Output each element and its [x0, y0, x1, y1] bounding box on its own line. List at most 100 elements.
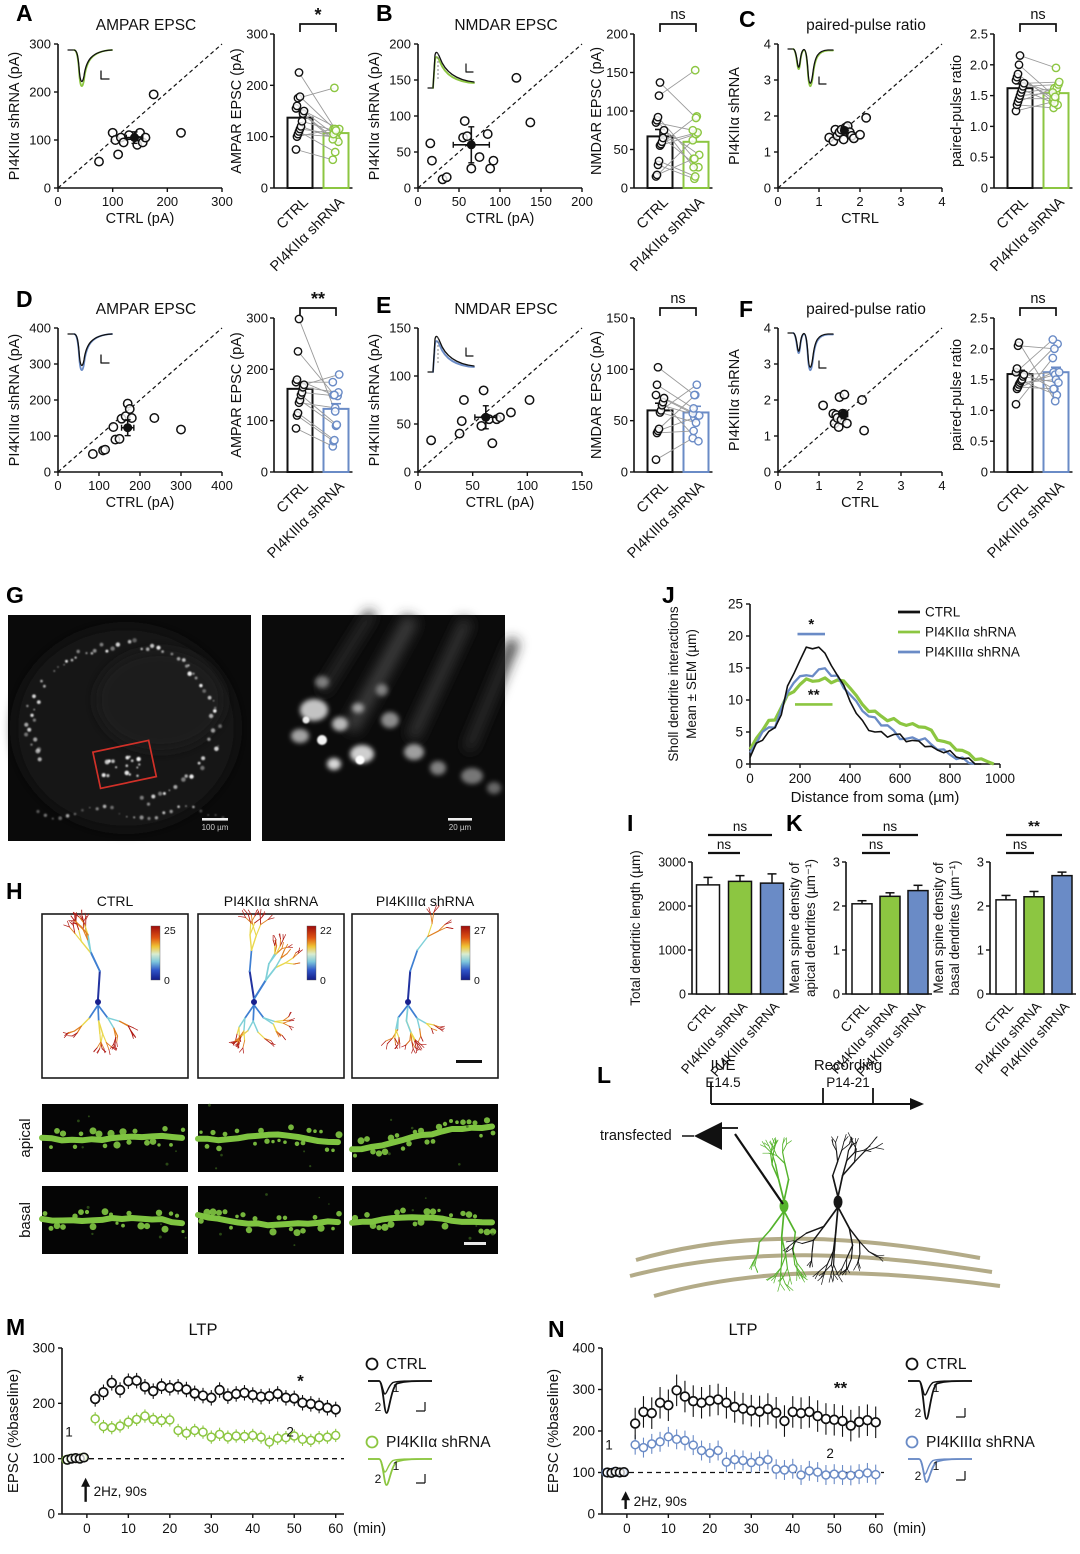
svg-text:50: 50	[827, 1521, 842, 1536]
svg-text:100: 100	[246, 129, 268, 144]
svg-text:paired-pulse ratio: paired-pulse ratio	[949, 55, 965, 167]
H-row-label-basal: basal	[17, 1202, 34, 1238]
J_sholl: 0 200 400 600 800 1000 0 5 10 15 20 25 Distance from…	[666, 597, 1020, 807]
H-dendrite-image-1-0	[39, 1186, 188, 1254]
svg-text:3: 3	[764, 73, 771, 88]
svg-text:200: 200	[572, 1424, 595, 1439]
svg-text:ns: ns	[717, 837, 732, 852]
svg-text:200: 200	[29, 85, 51, 100]
svg-text:2: 2	[856, 478, 863, 493]
svg-text:0: 0	[764, 465, 771, 480]
svg-text:0: 0	[981, 465, 988, 480]
svg-text:1: 1	[764, 429, 771, 444]
trace-inset	[787, 48, 834, 88]
svg-text:PI4KIIα shRNA: PI4KIIα shRNA	[386, 1434, 491, 1451]
panel-K-apical-chart: 0 1 2 3 Mean spine density of apical dendrite…	[786, 819, 946, 1088]
panel-N-letter: N	[548, 1316, 565, 1342]
M_ltp: LTP 0 100 200 300 0 10 20 30 40 50 60 (min) EPSC (%ba…	[5, 1321, 491, 1537]
H-tracings: CTRL 25 0 PI4KIIα shRNA 22 0 PI4KIIIα shRNA 27 0	[41, 893, 499, 1079]
svg-text:50: 50	[614, 413, 628, 428]
svg-text:2.5: 2.5	[970, 311, 988, 326]
svg-text:20: 20	[162, 1521, 177, 1536]
svg-text:200: 200	[32, 1396, 55, 1411]
svg-text:*: *	[808, 616, 814, 633]
svg-text:basal dendrites (µm⁻¹): basal dendrites (µm⁻¹)	[947, 861, 962, 996]
svg-text:LTP: LTP	[728, 1321, 757, 1339]
K_basal: 0 1 2 3 Mean spine density of basal dendrites…	[931, 818, 1076, 1079]
svg-text:3: 3	[764, 357, 771, 372]
G-right-scale-label: 20 µm	[449, 823, 472, 832]
svg-text:0: 0	[764, 181, 771, 196]
svg-text:CTRL: CTRL	[926, 1356, 967, 1373]
svg-text:2: 2	[826, 1446, 834, 1461]
svg-text:ns: ns	[670, 7, 685, 23]
svg-text:10: 10	[728, 693, 743, 708]
svg-text:0: 0	[44, 465, 51, 480]
svg-text:400: 400	[839, 771, 862, 786]
legend-trace-ctrl: 12	[908, 1380, 973, 1420]
svg-text:0.5: 0.5	[970, 434, 988, 449]
panel-I-bar-chart: 0 1000 2000 3000 Total dendritic length (µm)…	[624, 819, 814, 1088]
svg-text:3000: 3000	[658, 856, 686, 870]
H-dendrite-scalebar	[464, 1242, 486, 1245]
svg-text:2: 2	[764, 393, 771, 408]
G-left-scale-label: 100 µm	[202, 823, 229, 832]
svg-text:150: 150	[571, 478, 593, 493]
H-tracing-scalebar	[456, 1060, 482, 1063]
svg-text:30: 30	[204, 1521, 219, 1536]
svg-text:2: 2	[856, 194, 863, 209]
svg-text:2000: 2000	[658, 900, 686, 914]
L-e145-label: E14.5	[705, 1075, 740, 1090]
svg-text:ns: ns	[869, 837, 884, 852]
svg-text:150: 150	[606, 65, 628, 80]
panel-A-scatter-chart: AMPAR EPSC 0 0 100 100 200 200 300 300 CTRL (pA) P…	[6, 14, 233, 270]
svg-text:2: 2	[286, 1425, 294, 1440]
svg-text:200: 200	[571, 194, 593, 209]
svg-text:50: 50	[614, 142, 628, 157]
panel-D-bar-chart: 0 100 200 300 AMPAR EPSC (pA) ** CTRL PI4KIIIα …	[229, 284, 364, 570]
H-neuron-tracing-0	[62, 909, 139, 1056]
svg-text:300: 300	[32, 1341, 55, 1356]
svg-text:PI4KIIIα shRNA (pA): PI4KIIIα shRNA (pA)	[367, 334, 383, 466]
svg-text:50: 50	[397, 417, 411, 432]
svg-text:10: 10	[121, 1521, 136, 1536]
sholl-legend: CTRL PI4KIIα shRNA PI4KIIIα shRNA	[898, 605, 1020, 660]
svg-text:*: *	[314, 5, 321, 25]
H-row-label-apical: apical	[17, 1118, 34, 1157]
svg-text:300: 300	[572, 1382, 595, 1397]
svg-text:200: 200	[606, 27, 628, 42]
sholl-line-2	[749, 667, 976, 766]
svg-text:PI4KIIIα shRNA (pA): PI4KIIIα shRNA (pA)	[7, 334, 23, 466]
svg-text:0: 0	[414, 478, 421, 493]
panel-B-bar-chart: 0 50 100 150 200 NMDAR EPSC (pA) ns CTRL PI4KIIα…	[589, 0, 724, 286]
H-dendrite-image-1-1	[195, 1186, 344, 1254]
svg-text:0: 0	[414, 194, 421, 209]
svg-text:1: 1	[605, 1438, 613, 1453]
svg-text:30: 30	[744, 1521, 759, 1536]
svg-text:2: 2	[375, 1472, 382, 1486]
L-schaffer-fiber	[653, 1270, 1001, 1298]
svg-text:Mean spine density of: Mean spine density of	[787, 862, 802, 994]
svg-text:50: 50	[287, 1521, 302, 1536]
svg-text:100: 100	[32, 1451, 55, 1466]
svg-text:1000: 1000	[985, 771, 1015, 786]
G-zoom-box	[91, 739, 158, 790]
svg-text:0: 0	[47, 1507, 55, 1522]
svg-text:200: 200	[129, 478, 151, 493]
svg-text:CTRL (pA): CTRL (pA)	[466, 495, 535, 511]
L-neuron	[782, 1132, 885, 1285]
svg-text:**: **	[1028, 818, 1040, 835]
svg-text:Mean ± SEM (µm): Mean ± SEM (µm)	[684, 629, 699, 739]
svg-text:2: 2	[764, 109, 771, 124]
svg-text:PI4KIIα shRNA: PI4KIIα shRNA	[925, 625, 1016, 640]
scatter-points	[94, 89, 186, 167]
svg-text:0.5: 0.5	[970, 150, 988, 165]
trace-inset	[427, 335, 475, 373]
svg-text:300: 300	[170, 478, 192, 493]
I_bars: 0 1000 2000 3000 Total dendritic length (µm)…	[628, 819, 788, 1079]
svg-text:200: 200	[156, 194, 178, 209]
panel-H-tracings: CTRL 25 0 PI4KIIα shRNA 22 0 PI4KIIIα shRNA 27 0	[8, 893, 505, 1092]
svg-text:1: 1	[815, 194, 822, 209]
svg-text:LTP: LTP	[188, 1321, 217, 1339]
H-neuron-tracing-1	[228, 908, 303, 1054]
